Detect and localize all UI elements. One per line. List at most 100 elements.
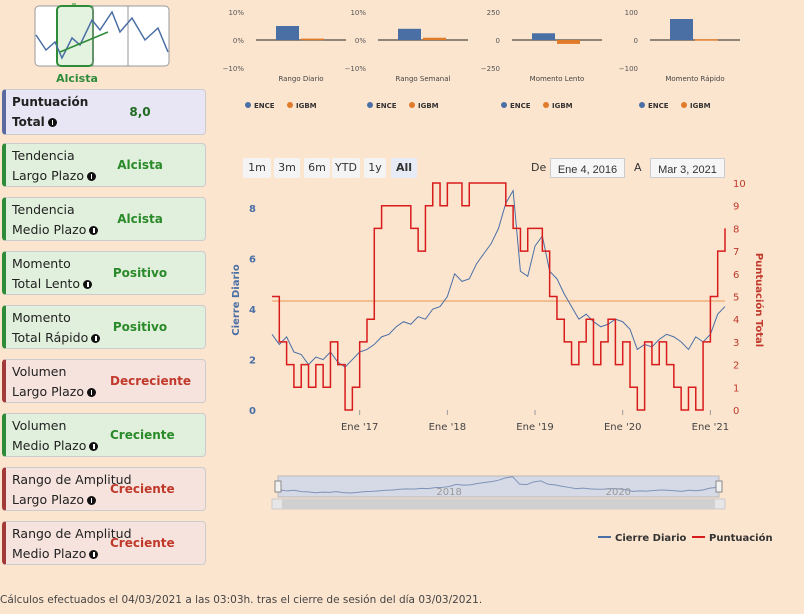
info-icon[interactable] xyxy=(86,172,96,181)
status-card: Puntuación Total 8,0 xyxy=(2,89,206,135)
navigator-line xyxy=(279,476,718,494)
card-label-line: Total xyxy=(12,115,45,129)
x-tick-label: Ene '17 xyxy=(341,422,378,433)
y-tick-label: 8 xyxy=(249,204,256,215)
card-label-line: Momento xyxy=(12,256,71,271)
range-button[interactable]: YTD xyxy=(332,158,360,178)
card-label: Momento Total Rápido xyxy=(12,308,101,348)
y2-tick-label: 10 xyxy=(733,179,746,190)
legend-swatch xyxy=(501,102,507,108)
y-tick-label: 0% xyxy=(355,37,366,45)
card-value: Creciente xyxy=(110,482,175,496)
footer: Cálculos efectuados el 04/03/2021 a las … xyxy=(0,594,482,606)
card-value: Creciente xyxy=(110,536,175,550)
card-value: Positivo xyxy=(112,320,168,334)
info-icon[interactable] xyxy=(86,496,96,505)
card-label: Rango de Amplitud Largo Plazo xyxy=(12,470,132,510)
legend-swatch xyxy=(681,102,687,108)
y2-tick-label: 3 xyxy=(733,338,739,349)
x-tick-label: Ene '18 xyxy=(429,422,466,433)
range-button[interactable]: 6m xyxy=(304,158,330,178)
x-axis-title: Rango Semanal xyxy=(396,75,451,83)
card-label-line: Puntuación xyxy=(12,95,89,109)
status-card: Rango de Amplitud Largo Plazo Creciente xyxy=(2,467,206,511)
legend-label: Cierre Diario xyxy=(615,533,687,544)
card-label-line: Medio Plazo xyxy=(12,222,87,237)
legend-label: IGBM xyxy=(418,102,439,110)
card-label-line: Tendencia xyxy=(12,148,75,163)
y-tick-label: 6 xyxy=(249,255,256,266)
legend-label: IGBM xyxy=(296,102,317,110)
x-tick-label: Ene '20 xyxy=(604,422,641,433)
legend-label: IGBM xyxy=(552,102,573,110)
legend-swatch xyxy=(367,102,373,108)
legend-label: ENCE xyxy=(376,102,397,110)
legend-label: ENCE xyxy=(510,102,531,110)
navigator-handle[interactable] xyxy=(274,480,282,493)
card-label-line: Volumen xyxy=(12,418,67,433)
y2-tick-label: 2 xyxy=(733,361,739,372)
card-value: Positivo xyxy=(112,266,168,280)
y-tick-label: −10% xyxy=(223,65,245,73)
legend-label: Puntuación xyxy=(709,532,773,544)
card-value: Decreciente xyxy=(110,374,192,388)
range-button[interactable]: 1y xyxy=(364,158,386,178)
bar xyxy=(276,26,299,40)
scrollbar-thumb xyxy=(282,499,715,509)
range-button[interactable]: All xyxy=(391,158,417,178)
info-icon[interactable] xyxy=(91,334,101,343)
y-tick-label: 0 xyxy=(634,37,638,45)
y2-tick-label: 6 xyxy=(733,270,739,281)
card-label: Volumen Largo Plazo xyxy=(12,362,96,402)
bar xyxy=(670,19,693,40)
info-icon[interactable] xyxy=(89,550,99,559)
card-value: 8,0 xyxy=(129,105,151,119)
y2-tick-label: 5 xyxy=(733,293,739,304)
y-tick-label: −250 xyxy=(481,65,500,73)
x-tick-label: Ene '19 xyxy=(516,422,553,433)
card-value: Creciente xyxy=(110,428,175,442)
card-label-line: Total Lento xyxy=(12,276,81,291)
date-to[interactable]: Mar 3, 2021 xyxy=(650,158,725,178)
card-label: Tendencia Medio Plazo xyxy=(12,200,99,240)
x-tick-label: Ene '21 xyxy=(692,422,729,433)
info-icon[interactable] xyxy=(83,280,93,289)
date-from-label: De xyxy=(531,161,547,174)
bar xyxy=(398,28,421,40)
y-tick-label: 250 xyxy=(487,9,500,17)
info-icon[interactable] xyxy=(47,118,57,127)
bar xyxy=(557,40,580,44)
info-icon[interactable] xyxy=(86,388,96,397)
y-tick-label: 0% xyxy=(233,37,244,45)
card-label-line: Tendencia xyxy=(12,202,75,217)
info-icon[interactable] xyxy=(89,442,99,451)
y2-tick-label: 0 xyxy=(733,406,739,417)
x-axis-title: Momento Lento xyxy=(530,75,585,83)
y-tick-label: 100 xyxy=(625,9,638,17)
y-tick-label: −100 xyxy=(619,65,638,73)
card-label-line: Largo Plazo xyxy=(12,492,84,507)
y2-axis-title: Puntuación Total xyxy=(753,253,765,347)
info-icon[interactable] xyxy=(89,226,99,235)
date-from[interactable]: Ene 4, 2016 xyxy=(550,158,625,178)
signal-label: Alcista xyxy=(56,72,98,85)
range-button[interactable]: 1m xyxy=(243,158,271,178)
y2-tick-label: 7 xyxy=(733,247,739,258)
card-label: Momento Total Lento xyxy=(12,254,93,294)
bar xyxy=(301,38,324,41)
navigator-label: 2020 xyxy=(606,487,631,498)
card-label-line: Total Rápido xyxy=(12,330,89,345)
y-tick-label: 2 xyxy=(249,356,256,367)
y-tick-label: 10% xyxy=(228,9,244,17)
legend-label: ENCE xyxy=(648,102,669,110)
legend-label: IGBM xyxy=(690,102,711,110)
legend-swatch xyxy=(543,102,549,108)
legend-label: ENCE xyxy=(254,102,275,110)
card-label: Rango de Amplitud Medio Plazo xyxy=(12,524,132,564)
y-tick-label: 4 xyxy=(249,305,256,316)
date-to-label: A xyxy=(634,161,642,174)
legend-swatch xyxy=(287,102,293,108)
range-button[interactable]: 3m xyxy=(274,158,300,178)
card-label: Tendencia Largo Plazo xyxy=(12,146,96,186)
